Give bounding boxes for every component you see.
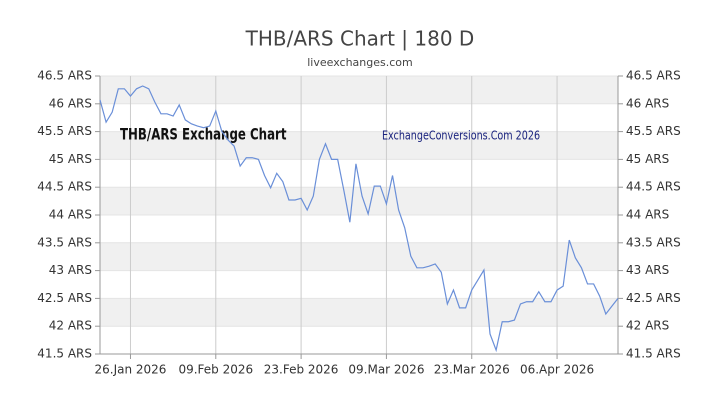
x-tick-label: 26.Jan 2026	[95, 363, 167, 377]
plot-background	[100, 76, 618, 327]
x-tick-label: 09.Feb 2026	[178, 363, 253, 377]
y2-tick-label: 45 ARS	[626, 152, 669, 166]
y2-tick-label: 46 ARS	[626, 96, 669, 110]
annotation: THB/ARS Exchange Chart	[120, 125, 287, 144]
y2-tick-label: 46.5 ARS	[626, 69, 681, 83]
grid-band	[100, 131, 618, 160]
line	[99, 85, 619, 353]
y-tick-label: 46.5 ARS	[37, 69, 92, 83]
y2-tick-label: 43.5 ARS	[626, 235, 681, 249]
y-tick-label: 43.5 ARS	[37, 235, 92, 249]
y-tick-label: 44.5 ARS	[37, 180, 92, 194]
y-tick-label: 41.5 ARS	[37, 347, 92, 361]
y-tick-label: 45 ARS	[49, 152, 92, 166]
y-tick-label: 42 ARS	[49, 319, 92, 333]
x-tick-label: 23.Mar 2026	[434, 363, 510, 377]
y2-tick-label: 42.5 ARS	[626, 291, 681, 305]
y2-tick-label: 45.5 ARS	[626, 124, 681, 138]
y-tick-label: 46 ARS	[49, 96, 92, 110]
y2-tick-label: 41.5 ARS	[626, 347, 681, 361]
grid-band	[100, 76, 618, 104]
x-tick-label: 09.Mar 2026	[348, 363, 424, 377]
y2-tick-label: 44.5 ARS	[626, 180, 681, 194]
y2-tick-label: 44 ARS	[626, 208, 669, 222]
y2-tick-label: 42 ARS	[626, 319, 669, 333]
grid-band	[100, 298, 618, 327]
chart-subtitle: liveexchanges.com	[307, 56, 412, 69]
y-tick-label: 42.5 ARS	[37, 291, 92, 305]
y-tick-label: 45.5 ARS	[37, 124, 92, 138]
annotation: ExchangeConversions.Com 2026	[382, 128, 540, 142]
grid-band	[100, 187, 618, 215]
y-tick-label: 44 ARS	[49, 208, 92, 222]
x-tick-label: 23.Feb 2026	[264, 363, 339, 377]
grid-band	[100, 242, 618, 271]
x-tick-label: 06.Apr 2026	[520, 363, 594, 377]
y-tick-label: 43 ARS	[49, 263, 92, 277]
y2-tick-label: 43 ARS	[626, 263, 669, 277]
chart-title: THB/ARS Chart | 180 D	[245, 27, 475, 51]
